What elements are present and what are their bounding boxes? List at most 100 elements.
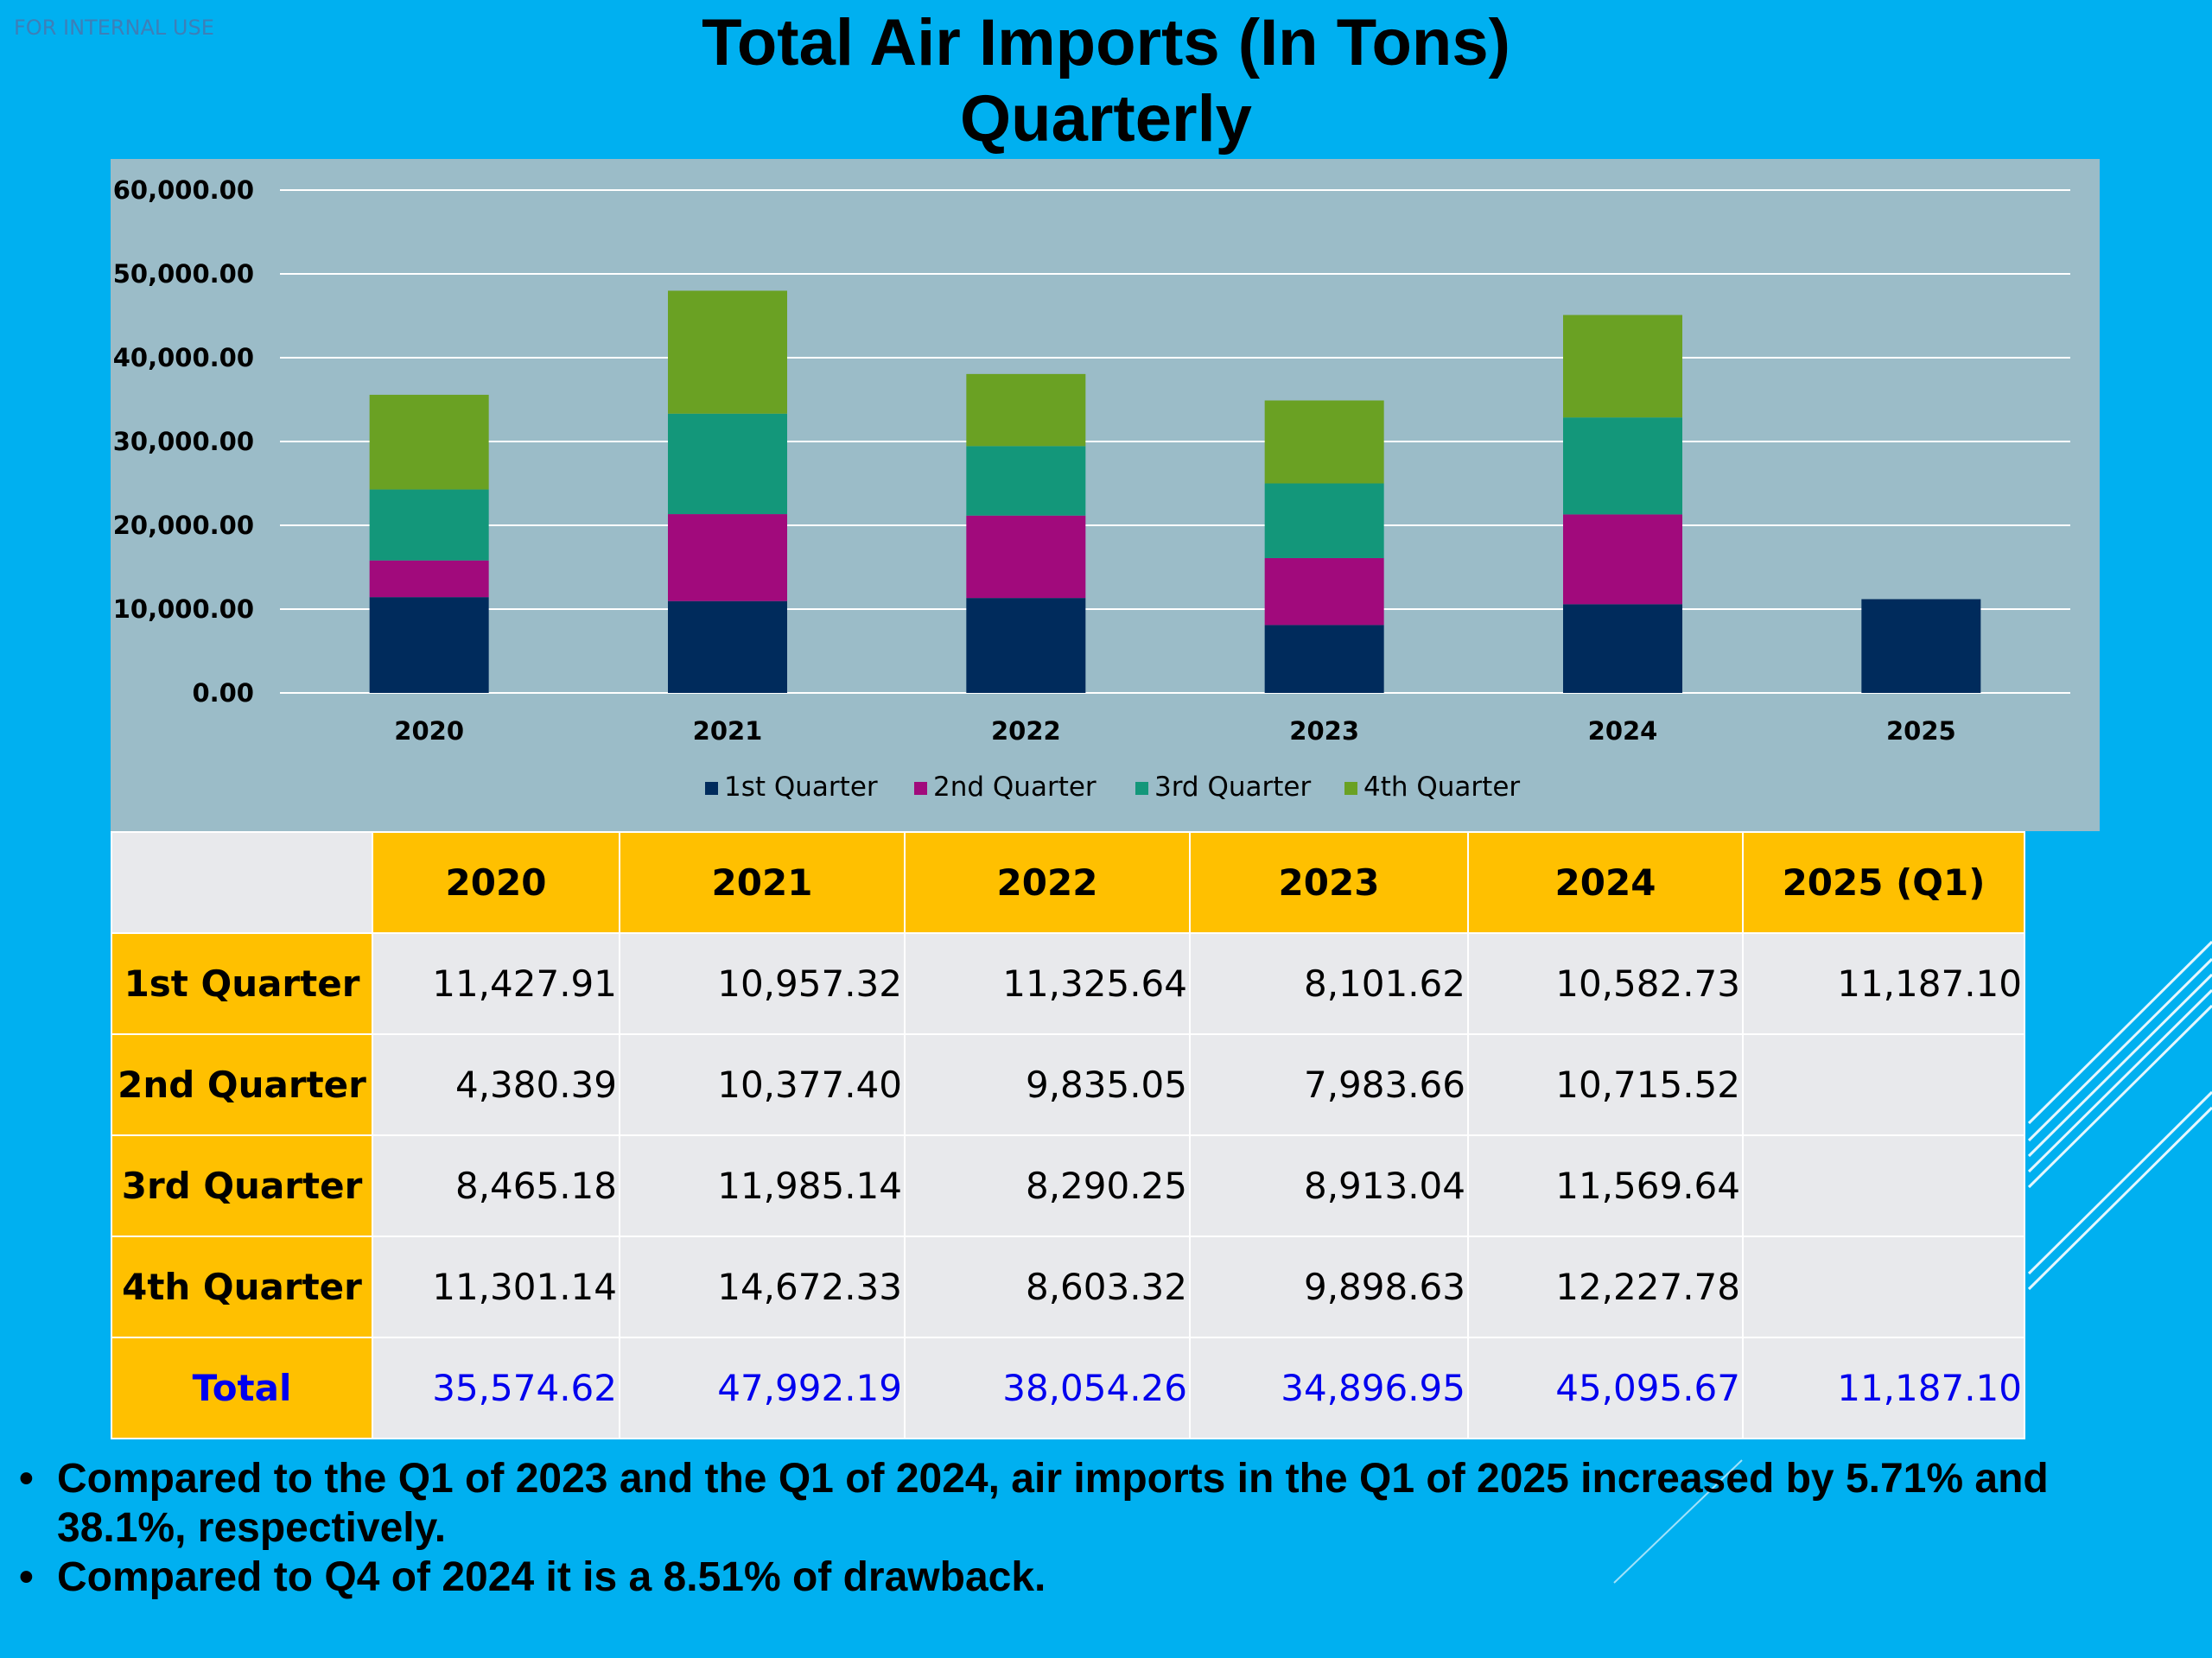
total-cell: 47,992.19: [619, 1337, 906, 1439]
total-cell: 38,054.26: [904, 1337, 1191, 1439]
table-cell: 9,898.63: [1189, 1236, 1469, 1338]
table-cell: 10,377.40: [619, 1033, 906, 1136]
bar-segment: [1563, 314, 1682, 418]
table-cell: [1742, 1236, 2025, 1338]
x-tick-label: 2024: [1588, 716, 1658, 746]
total-cell: 35,574.62: [372, 1337, 620, 1439]
table-cell: [1742, 1033, 2025, 1136]
table-cell: 8,465.18: [372, 1134, 620, 1237]
bar-segment: [369, 394, 489, 490]
bullet-icon: •: [19, 1456, 34, 1502]
bar-segment: [1264, 483, 1384, 558]
air-imports-table: 2020 2021 2022 2023 2024 2025 (Q1) 1st Q…: [111, 831, 2025, 1439]
total-cell: 45,095.67: [1467, 1337, 1744, 1439]
bar-segment: [668, 290, 787, 414]
bar-segment: [966, 373, 1086, 447]
bullet-icon: •: [19, 1554, 34, 1600]
y-tick-label: 60,000.00: [113, 175, 254, 205]
table-corner-cell: [111, 831, 373, 934]
table-row: 4th Quarter 11,301.14 14,672.33 8,603.32…: [111, 1236, 2025, 1338]
row-header: 3rd Quarter: [111, 1134, 373, 1237]
table-row: 1st Quarter 11,427.91 10,957.32 11,325.6…: [111, 932, 2025, 1035]
bar-segment: [1861, 599, 1981, 693]
bar-segment: [1264, 625, 1384, 693]
y-tick-label: 0.00: [192, 678, 254, 708]
total-cell: 11,187.10: [1742, 1337, 2025, 1439]
column-header: 2022: [904, 831, 1191, 934]
table-cell: 10,715.52: [1467, 1033, 1744, 1136]
title-line-2: Quarterly: [960, 82, 1252, 156]
legend-label: 2nd Quarter: [933, 772, 1096, 803]
table-row: 3rd Quarter 8,465.18 11,985.14 8,290.25 …: [111, 1134, 2025, 1237]
y-tick-label: 50,000.00: [113, 259, 254, 289]
column-header: 2025 (Q1): [1742, 831, 2025, 934]
row-header: 2nd Quarter: [111, 1033, 373, 1136]
table-cell: 8,913.04: [1189, 1134, 1469, 1237]
table-cell: 4,380.39: [372, 1033, 620, 1136]
legend-label: 1st Quarter: [724, 772, 878, 803]
y-tick-label: 30,000.00: [113, 427, 254, 456]
legend-label: 4th Quarter: [1363, 772, 1520, 803]
bar-segment: [369, 560, 489, 598]
column-header: 2020: [372, 831, 620, 934]
page-title: Total Air Imports (In Tons) Quarterly: [0, 5, 2212, 157]
y-tick-label: 40,000.00: [113, 343, 254, 372]
internal-use-label: FOR INTERNAL USE: [14, 16, 214, 40]
row-header: 4th Quarter: [111, 1236, 373, 1338]
note-text: Compared to Q4 of 2024 it is a 8.51% of …: [57, 1554, 1046, 1600]
table-row: 2nd Quarter 4,380.39 10,377.40 9,835.05 …: [111, 1033, 2025, 1136]
table-cell: 11,985.14: [619, 1134, 906, 1237]
table-cell: 12,227.78: [1467, 1236, 1744, 1338]
y-tick-label: 10,000.00: [113, 594, 254, 624]
note-item: • Compared to the Q1 of 2023 and the Q1 …: [19, 1454, 2179, 1553]
bar-segment: [369, 597, 489, 693]
x-tick-label: 2020: [394, 716, 464, 746]
table-cell: 14,672.33: [619, 1236, 906, 1338]
x-tick-label: 2022: [991, 716, 1061, 746]
table-cell: 10,957.32: [619, 932, 906, 1035]
bar-segment: [1264, 557, 1384, 626]
table-cell: 10,582.73: [1467, 932, 1744, 1035]
legend-swatch: [1344, 782, 1357, 795]
table-cell: 8,603.32: [904, 1236, 1191, 1338]
table-cell: 11,427.91: [372, 932, 620, 1035]
column-header: 2021: [619, 831, 906, 934]
legend-label: 3rd Quarter: [1154, 772, 1311, 803]
table-cell: 8,290.25: [904, 1134, 1191, 1237]
title-line-1: Total Air Imports (In Tons): [702, 6, 1510, 79]
x-tick-label: 2023: [1289, 716, 1359, 746]
notes-list: • Compared to the Q1 of 2023 and the Q1 …: [19, 1454, 2179, 1602]
table-cell: [1742, 1134, 2025, 1237]
bar-segment: [1563, 604, 1682, 693]
table-cell: 9,835.05: [904, 1033, 1191, 1136]
y-tick-label: 20,000.00: [113, 511, 254, 540]
bar-segment: [1264, 400, 1384, 484]
legend-swatch: [705, 782, 718, 795]
x-tick-label: 2025: [1886, 716, 1956, 746]
table-cell: 11,187.10: [1742, 932, 2025, 1035]
table-cell: 11,569.64: [1467, 1134, 1744, 1237]
total-cell: 34,896.95: [1189, 1337, 1469, 1439]
column-header: 2023: [1189, 831, 1469, 934]
x-tick-label: 2021: [693, 716, 763, 746]
note-item: • Compared to Q4 of 2024 it is a 8.51% o…: [19, 1553, 2179, 1602]
table-cell: 11,301.14: [372, 1236, 620, 1338]
legend-swatch: [914, 782, 927, 795]
note-text: Compared to the Q1 of 2023 and the Q1 of…: [57, 1456, 2049, 1551]
table-cell: 8,101.62: [1189, 932, 1469, 1035]
bar-segment: [668, 413, 787, 515]
stacked-bar-chart: 0.00 10,000.00 20,000.00 30,000.00 40,000.00…: [111, 159, 2100, 831]
total-row-header: Total: [111, 1337, 373, 1439]
table-total-row: Total 35,574.62 47,992.19 38,054.26 34,8…: [111, 1337, 2025, 1439]
bar-segment: [1563, 417, 1682, 515]
bar-segment: [668, 600, 787, 693]
table-header-row: 2020 2021 2022 2023 2024 2025 (Q1): [111, 831, 2025, 934]
bar-segment: [966, 515, 1086, 599]
bar-segment: [1563, 514, 1682, 605]
table-cell: 7,983.66: [1189, 1033, 1469, 1136]
bar-segment: [966, 598, 1086, 693]
row-header: 1st Quarter: [111, 932, 373, 1035]
bar-segment: [369, 489, 489, 561]
bar-segment: [966, 446, 1086, 516]
